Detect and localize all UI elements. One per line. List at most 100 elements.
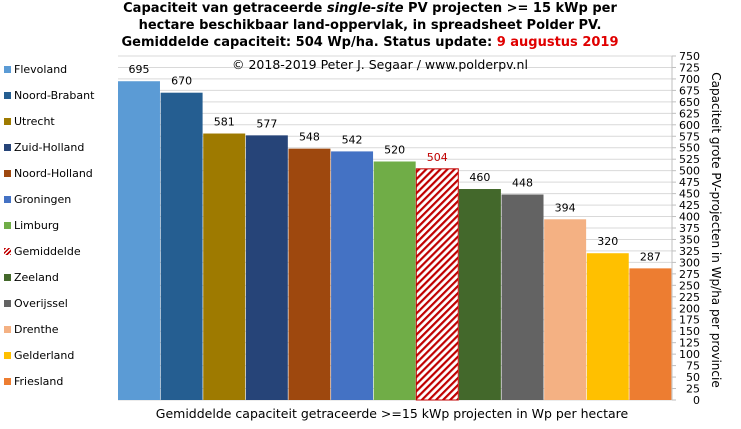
y-tick-label: 650 <box>679 96 700 109</box>
legend-swatch <box>4 169 11 177</box>
legend-label: Gemiddelde <box>14 244 81 258</box>
legend-item-gelderland: Gelderland <box>4 348 74 362</box>
y-tick-label: 750 <box>679 50 700 63</box>
legend-label: Zeeland <box>14 270 59 284</box>
legend-swatch <box>4 143 11 151</box>
bar-zeeland <box>458 189 501 400</box>
y-tick-label: 50 <box>686 371 700 384</box>
bar-friesland <box>629 268 672 400</box>
bar-overijssel <box>501 194 544 400</box>
legend-swatch <box>4 91 11 99</box>
title-text-c: PV projecten >= 15 kWp per <box>403 1 617 16</box>
legend-item-limburg: Limburg <box>4 218 59 232</box>
bar-zuid-holland <box>245 135 288 400</box>
legend-label: Utrecht <box>14 114 55 128</box>
legend-item-groningen: Groningen <box>4 192 71 206</box>
y-tick-label: 325 <box>679 245 700 258</box>
y-tick-label: 200 <box>679 302 700 315</box>
y-tick-label: 550 <box>679 142 700 155</box>
y-tick-label: 75 <box>686 360 700 373</box>
legend-swatch <box>4 247 11 255</box>
data-label-drenthe: 394 <box>555 201 576 214</box>
bar-utrecht <box>203 133 246 401</box>
y-tick-label: 250 <box>679 279 700 292</box>
y-tick-label: 350 <box>679 233 700 246</box>
legend-swatch <box>4 117 11 125</box>
y-tick-label: 0 <box>693 394 700 407</box>
legend-item-utrecht: Utrecht <box>4 114 55 128</box>
legend-label: Overijssel <box>14 296 68 310</box>
legend-item-flevoland: Flevoland <box>4 62 67 76</box>
chart-title: Capaciteit van getraceerde single-site P… <box>80 0 660 51</box>
data-labels: 695 670 581 577 548 542 520 504 460 448 394 320 287 <box>128 63 660 263</box>
legend-label: Limburg <box>14 218 60 232</box>
legend-item-zeeland: Zeeland <box>4 270 59 284</box>
x-axis-label: Gemiddelde capaciteit getraceerde >=15 k… <box>155 406 629 421</box>
y-tick-label: 100 <box>679 348 700 361</box>
y-tick-label: 225 <box>679 291 700 304</box>
y-tick-label: 425 <box>679 199 700 212</box>
legend-label: Groningen <box>14 192 72 206</box>
bar-drenthe <box>544 219 587 400</box>
bar-limburg <box>373 161 416 400</box>
data-label-noord-brabant: 670 <box>171 75 192 88</box>
status-date: 9 augustus 2019 <box>496 35 619 50</box>
legend-swatch <box>4 351 11 359</box>
legend-swatch <box>4 325 11 333</box>
y-tick-label: 575 <box>679 130 700 143</box>
bar-groningen <box>331 151 374 400</box>
bar-noord-holland <box>288 148 331 400</box>
y-tick-label: 475 <box>679 176 700 189</box>
legend-item-zuid-holland: Zuid-Holland <box>4 140 84 154</box>
legend-label: Gelderland <box>14 348 75 362</box>
legend-item-overijssel: Overijssel <box>4 296 68 310</box>
y-tick-label: 500 <box>679 165 700 178</box>
legend-swatch <box>4 377 11 385</box>
bar-gelderland <box>586 253 629 400</box>
legend-item-gemiddelde: Gemiddelde <box>4 244 81 258</box>
data-label-zuid-holland: 577 <box>256 117 277 130</box>
legend-label: Drenthe <box>14 322 59 336</box>
data-label-zeeland: 460 <box>469 171 490 184</box>
y-tick-label: 125 <box>679 337 700 350</box>
data-label-noord-holland: 548 <box>299 131 320 144</box>
legend-label: Noord-Brabant <box>14 88 95 102</box>
title-line-1: Capaciteit van getraceerde single-site P… <box>80 0 660 17</box>
legend-item-drenthe: Drenthe <box>4 322 59 336</box>
data-label-flevoland: 695 <box>128 63 149 76</box>
legend-item-noord-brabant: Noord-Brabant <box>4 88 94 102</box>
y-tick-label: 700 <box>679 73 700 86</box>
y-axis-label: Capaciteit grote PV-projecten in Wp/ha p… <box>709 72 723 388</box>
title-text-status: Gemiddelde capaciteit: 504 Wp/ha. Status… <box>121 35 497 50</box>
data-label-gelderland: 320 <box>597 235 618 248</box>
y-axis: 0255075100125150175200225250275300325350… <box>671 50 700 407</box>
legend-swatch <box>4 221 11 229</box>
data-label-utrecht: 581 <box>214 116 235 129</box>
y-tick-label: 600 <box>679 119 700 132</box>
bar-flevoland <box>118 81 160 400</box>
legend-swatch <box>4 299 11 307</box>
legend-label: Noord-Holland <box>14 166 93 180</box>
y-tick-label: 725 <box>679 61 700 74</box>
y-tick-label: 450 <box>679 188 700 201</box>
title-text-a: Capaciteit van getraceerde <box>123 1 327 16</box>
legend-swatch <box>4 65 11 73</box>
copyright-notice: © 2018-2019 Peter J. Segaar / www.polder… <box>232 57 528 72</box>
y-tick-label: 150 <box>679 325 700 338</box>
y-tick-label: 675 <box>679 84 700 97</box>
legend-item-noord-holland: Noord-Holland <box>4 166 93 180</box>
legend-label: Zuid-Holland <box>14 140 85 154</box>
y-tick-label: 625 <box>679 107 700 120</box>
bar-noord-brabant <box>160 92 203 401</box>
y-tick-label: 175 <box>679 314 700 327</box>
legend-item-friesland: Friesland <box>4 374 63 388</box>
title-text-italic: single-site <box>326 1 404 16</box>
title-line-3: Gemiddelde capaciteit: 504 Wp/ha. Status… <box>80 34 660 51</box>
data-label-groningen: 542 <box>342 133 363 146</box>
bar-gemiddelde <box>415 168 459 401</box>
data-label-limburg: 520 <box>384 143 405 156</box>
data-label-overijssel: 448 <box>512 177 533 190</box>
legend-label: Flevoland <box>14 62 68 76</box>
y-tick-label: 300 <box>679 256 700 269</box>
